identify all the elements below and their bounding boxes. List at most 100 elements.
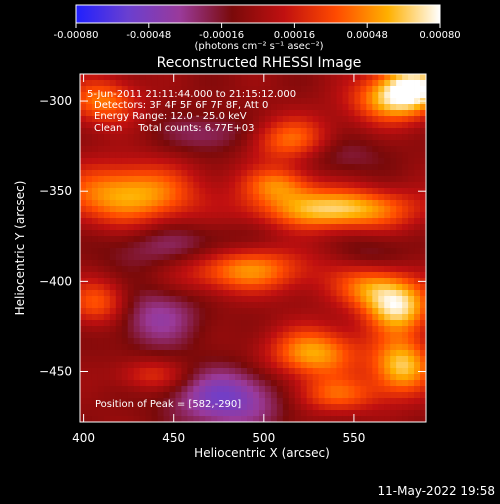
heatmap-cell [80, 80, 87, 87]
heatmap-cell [420, 308, 427, 315]
heatmap-cell [408, 290, 415, 297]
heatmap-cell [229, 206, 236, 213]
x-tick-label: 550 [342, 431, 365, 445]
heatmap-cell [253, 176, 260, 183]
heatmap-cell [187, 134, 194, 141]
heatmap-cell [396, 416, 403, 423]
heatmap-cell [276, 284, 284, 291]
heatmap-cell [235, 128, 242, 135]
heatmap-cell [288, 392, 296, 399]
heatmap-cell [91, 320, 99, 327]
heatmap-cell [258, 194, 266, 201]
heatmap-cell [235, 392, 242, 399]
heatmap-cell [205, 362, 212, 369]
heatmap-cell [384, 248, 391, 255]
heatmap-cell [414, 236, 421, 243]
heatmap-cell [282, 356, 290, 363]
heatmap-cell [384, 194, 391, 201]
heatmap-cell [258, 230, 266, 237]
colorbar-ticks: -0.00080 -0.00048 -0.00016 0.00016 0.00048 0.… [54, 23, 461, 41]
heatmap-cell [354, 320, 361, 327]
heatmap-cell [241, 278, 248, 285]
heatmap-cell [342, 152, 349, 159]
heatmap-cell [217, 320, 224, 327]
heatmap-cell [390, 278, 397, 285]
heatmap-cell [288, 236, 296, 243]
heatmap-cell [109, 260, 117, 267]
heatmap-cell [396, 104, 403, 111]
heatmap-cell [378, 254, 385, 261]
heatmap-cell [211, 404, 218, 411]
heatmap-cell [109, 278, 117, 285]
heatmap-cell [264, 122, 272, 129]
heatmap-cell [223, 356, 230, 363]
heatmap-cell [294, 200, 302, 207]
heatmap-cell [193, 98, 200, 105]
heatmap-cell [133, 80, 141, 87]
heatmap-cell [121, 272, 129, 279]
heatmap-cell [85, 386, 93, 393]
heatmap-cell [318, 194, 325, 201]
heatmap-cell [181, 392, 188, 399]
heatmap-cell [139, 410, 147, 417]
heatmap-cell [97, 104, 105, 111]
heatmap-cell [127, 242, 135, 249]
heatmap-cell [414, 86, 421, 93]
heatmap-cell [414, 410, 421, 417]
heatmap-cell [145, 140, 152, 147]
heatmap-cell [253, 374, 260, 381]
heatmap-cell [336, 404, 343, 411]
heatmap-cell [420, 302, 427, 309]
heatmap-cell [217, 404, 224, 411]
heatmap-cell [91, 188, 99, 195]
heatmap-cell [318, 284, 325, 291]
heatmap-cell [235, 380, 242, 387]
heatmap-cell [414, 266, 421, 273]
heatmap-cell [258, 272, 266, 279]
heatmap-cell [282, 272, 290, 279]
heatmap-cell [420, 296, 427, 303]
heatmap-cell [253, 356, 260, 363]
heatmap-cell [109, 308, 117, 315]
heatmap-cell [85, 92, 93, 99]
heatmap-cell [157, 242, 164, 249]
heatmap-cell [360, 386, 367, 393]
heatmap-cell [288, 350, 296, 357]
heatmap-cell [294, 302, 302, 309]
heatmap-cell [318, 152, 325, 159]
heatmap-cell [378, 230, 385, 237]
heatmap-cell [300, 356, 308, 363]
heatmap-cell [384, 212, 391, 219]
heatmap-cell [80, 230, 87, 237]
heatmap-cell [282, 338, 290, 345]
heatmap-cell [294, 362, 302, 369]
heatmap-cell [384, 242, 391, 249]
heatmap-cell [157, 140, 164, 147]
heatmap-cell [133, 362, 141, 369]
heatmap-cell [414, 404, 421, 411]
heatmap-cell [223, 326, 230, 333]
heatmap-cell [181, 368, 188, 375]
heatmap-cell [80, 158, 87, 165]
heatmap-cell [324, 260, 331, 267]
heatmap-cell [121, 80, 129, 87]
heatmap-cell [276, 404, 284, 411]
heatmap-cell [217, 224, 224, 231]
heatmap-cell [258, 284, 266, 291]
heatmap-cell [241, 152, 248, 159]
heatmap-cell [121, 140, 129, 147]
heatmap-cell [408, 194, 415, 201]
heatmap-cell [103, 164, 111, 171]
heatmap-cell [223, 386, 230, 393]
heatmap-cell [342, 326, 349, 333]
heatmap-cell [193, 416, 200, 423]
heatmap-cell [270, 248, 278, 255]
heatmap-cell [318, 158, 325, 165]
heatmap-cell [324, 140, 331, 147]
heatmap-cell [300, 416, 308, 423]
heatmap-cell [282, 170, 290, 177]
heatmap-cell [372, 368, 379, 375]
heatmap-cell [151, 260, 158, 267]
heatmap-cell [360, 146, 367, 153]
heatmap-cell [151, 164, 158, 171]
